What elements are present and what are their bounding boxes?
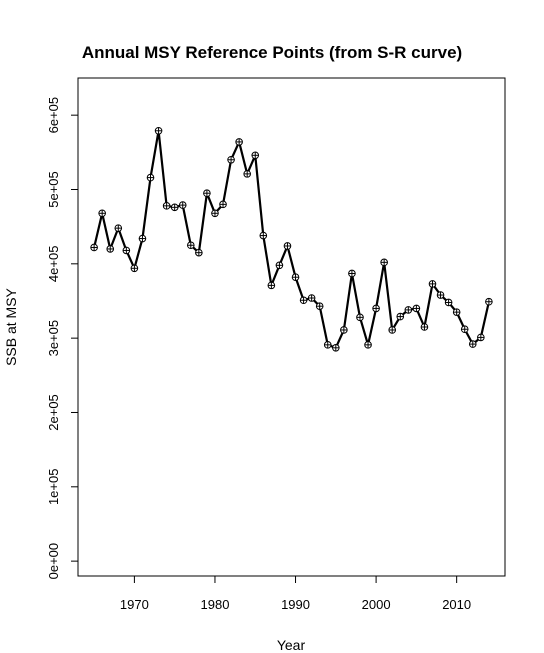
data-point xyxy=(468,340,477,348)
data-point xyxy=(106,245,115,253)
data-point xyxy=(203,189,211,198)
data-point xyxy=(178,201,187,209)
series-line-group xyxy=(93,129,490,349)
x-tick-label: 1970 xyxy=(120,597,149,612)
y-tick-label: 6e+05 xyxy=(46,97,61,134)
data-point xyxy=(90,243,98,252)
x-tick-label: 2000 xyxy=(362,597,391,612)
data-point xyxy=(291,273,300,282)
data-point xyxy=(170,203,179,212)
data-point xyxy=(227,155,235,164)
data-point xyxy=(122,246,131,255)
data-point xyxy=(307,294,316,302)
data-point xyxy=(412,304,421,313)
data-point xyxy=(444,298,453,307)
data-point xyxy=(332,344,340,352)
data-point xyxy=(130,264,139,273)
data-point xyxy=(460,325,469,334)
data-point xyxy=(275,261,284,270)
data-point xyxy=(267,281,276,290)
data-point xyxy=(283,242,292,250)
data-point xyxy=(323,341,332,349)
data-point xyxy=(372,304,380,313)
x-axis: 1970 1980 1990 2000 2010 xyxy=(120,575,471,612)
data-point xyxy=(428,280,437,288)
y-tick-label: 5e+05 xyxy=(46,171,61,208)
data-point xyxy=(477,333,485,342)
data-point xyxy=(114,224,123,232)
data-point xyxy=(211,209,219,218)
data-point xyxy=(251,151,260,160)
x-tick-label: 1990 xyxy=(281,597,310,612)
x-axis-label: Year xyxy=(277,637,306,653)
data-point xyxy=(299,296,308,305)
data-point xyxy=(154,126,163,135)
y-tick-label: 4e+05 xyxy=(46,246,61,283)
data-point xyxy=(388,326,397,334)
y-tick-label: 0e+00 xyxy=(46,543,61,580)
data-point xyxy=(186,241,195,250)
data-point xyxy=(162,202,171,210)
chart-title: Annual MSY Reference Points (from S-R cu… xyxy=(82,43,462,62)
data-point xyxy=(348,269,356,278)
data-point xyxy=(219,200,227,209)
data-points xyxy=(90,126,493,352)
data-point xyxy=(404,306,413,314)
data-point xyxy=(452,308,461,316)
data-point xyxy=(396,312,405,321)
data-point xyxy=(315,302,324,310)
data-point xyxy=(146,173,155,182)
data-point xyxy=(380,258,388,267)
data-point xyxy=(436,291,445,299)
y-tick-label: 1e+05 xyxy=(46,469,61,506)
data-point xyxy=(235,138,243,146)
plot-area-frame xyxy=(77,77,506,577)
data-point xyxy=(243,170,251,178)
data-point xyxy=(259,231,268,240)
data-point xyxy=(138,234,147,243)
y-tick-label: 2e+05 xyxy=(46,394,61,431)
data-point xyxy=(356,313,364,322)
x-tick-label: 1980 xyxy=(201,597,230,612)
series-line xyxy=(93,129,490,349)
data-point xyxy=(195,248,203,257)
y-axis: 0e+00 1e+05 2e+05 3e+05 4e+05 5e+05 6e+05 xyxy=(46,97,79,580)
y-axis-label: SSB at MSY xyxy=(3,287,19,365)
data-point xyxy=(340,326,348,334)
data-point xyxy=(98,209,106,218)
data-point xyxy=(485,297,493,306)
data-point xyxy=(420,323,429,331)
x-tick-label: 2010 xyxy=(442,597,471,612)
y-tick-label: 3e+05 xyxy=(46,320,61,357)
data-point xyxy=(364,341,372,349)
